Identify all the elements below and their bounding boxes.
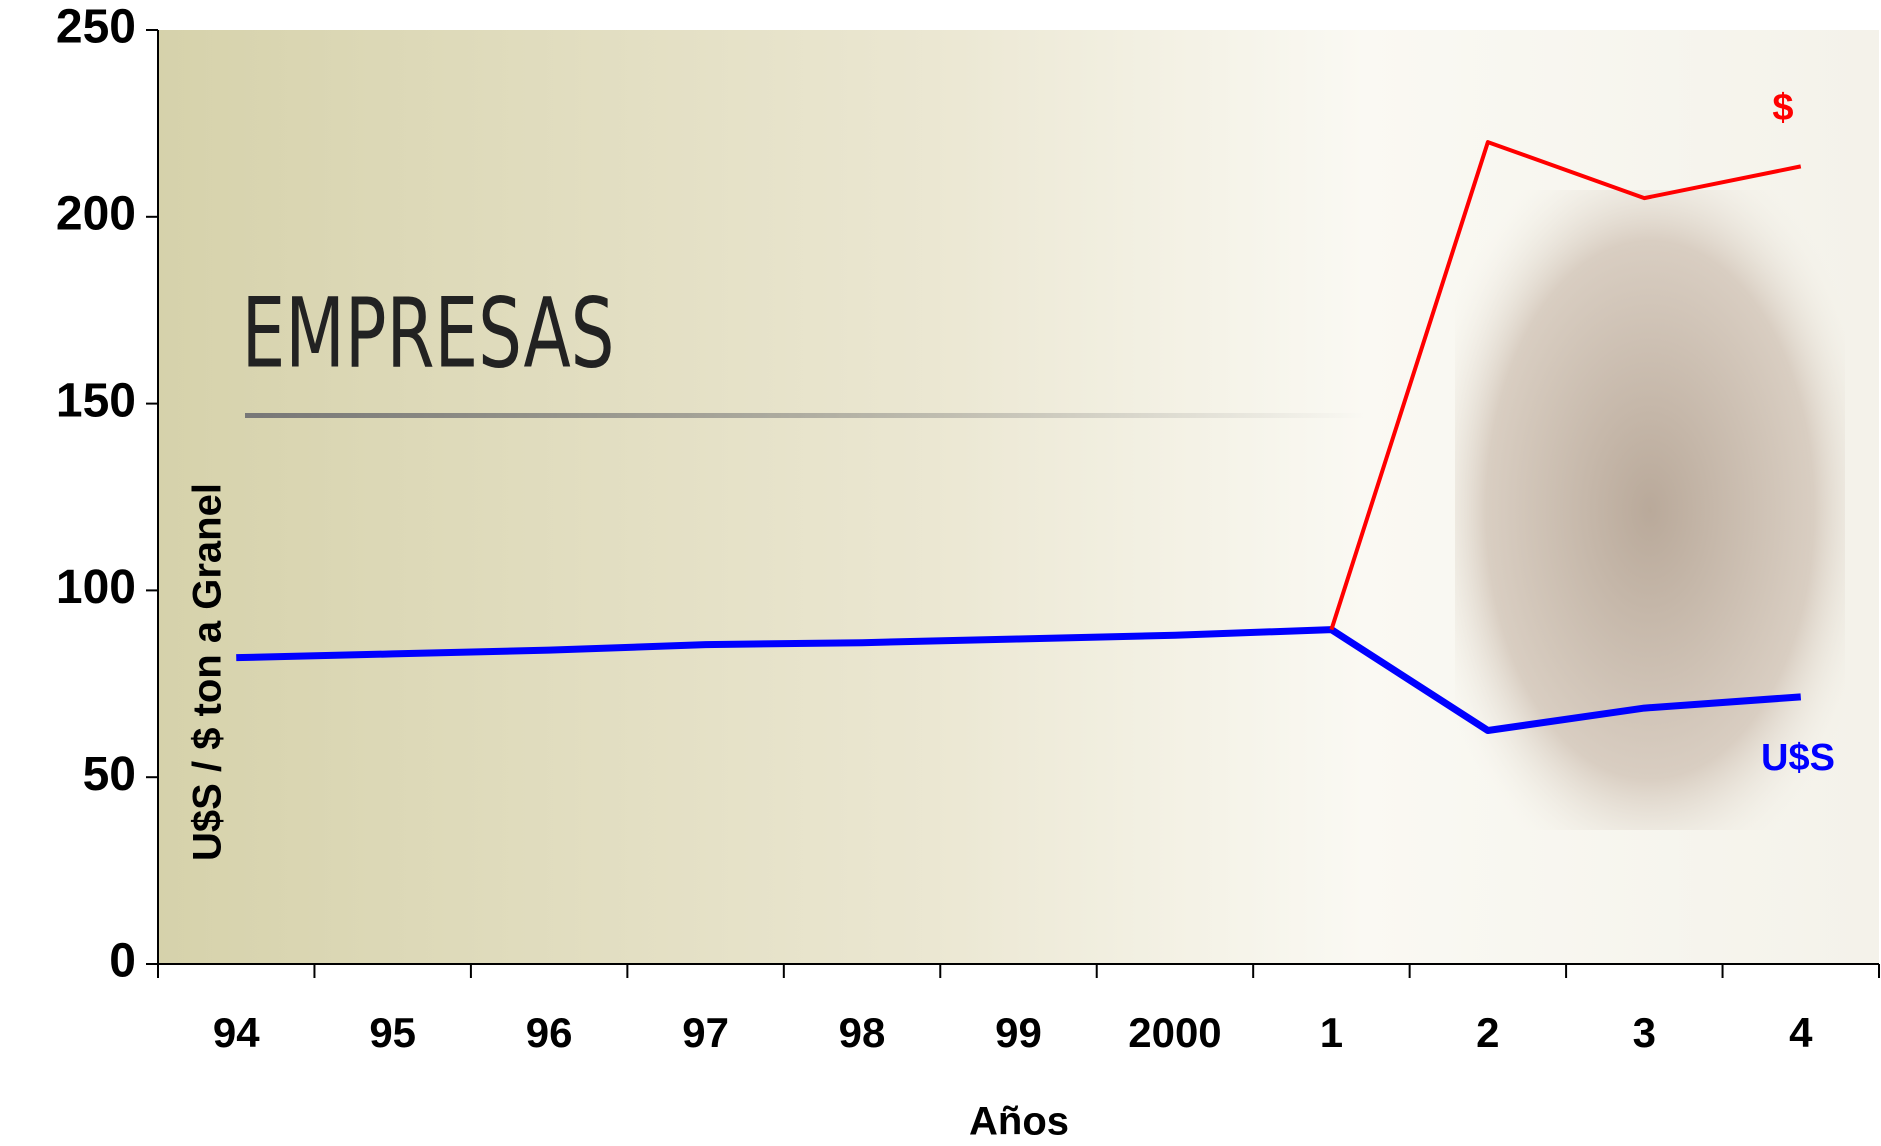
background-text: EMPRESAS <box>242 277 615 390</box>
y-tick-label: 150 <box>56 374 136 427</box>
y-tick-label: 100 <box>56 561 136 614</box>
series-line <box>1329 140 1802 631</box>
series-label: $ <box>1772 87 1793 129</box>
y-tick-label: 200 <box>56 187 136 240</box>
x-tick-label: 95 <box>369 1009 416 1056</box>
background-image <box>1455 190 1845 830</box>
x-tick-label: 94 <box>213 1009 260 1056</box>
y-tick-label: 250 <box>56 1 136 54</box>
y-axis-title: U$S / $ ton a Granel <box>186 483 230 861</box>
x-tick-label: 2000 <box>1128 1009 1221 1056</box>
decor-rule <box>245 413 1365 418</box>
y-tick-label: 0 <box>109 935 136 988</box>
x-tick-label: 98 <box>839 1009 886 1056</box>
x-tick-label: 1 <box>1320 1009 1343 1056</box>
x-tick-label: 97 <box>682 1009 729 1056</box>
x-tick-label: 3 <box>1633 1009 1656 1056</box>
x-tick-label: 96 <box>526 1009 573 1056</box>
x-tick-label: 99 <box>995 1009 1042 1056</box>
series-line <box>236 626 1802 734</box>
y-tick-label: 50 <box>83 748 136 801</box>
x-tick-label: 2 <box>1476 1009 1499 1056</box>
x-tick-label: 4 <box>1789 1009 1813 1056</box>
series-label: U$S <box>1761 737 1835 779</box>
x-axis-title: Años <box>969 1100 1069 1144</box>
